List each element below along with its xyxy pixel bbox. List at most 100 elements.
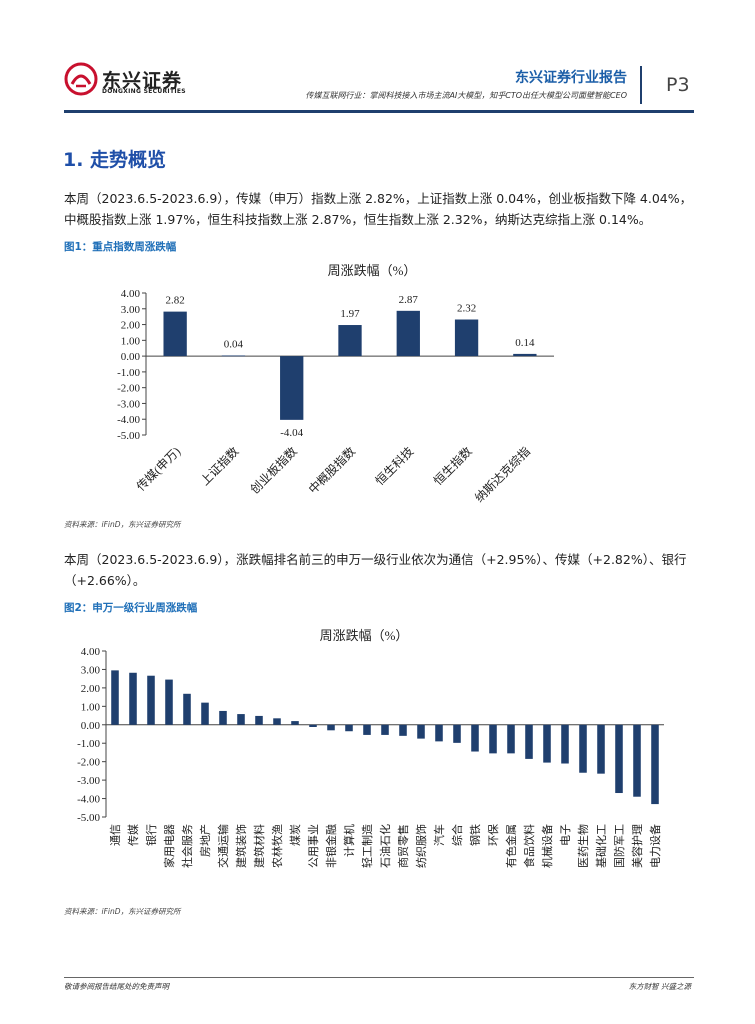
bar: [633, 724, 641, 797]
bar: [165, 679, 173, 725]
x-tick-label: 恒生科技: [373, 444, 417, 488]
bar: [255, 715, 263, 725]
x-tick-label: 非银金融: [324, 824, 338, 868]
paragraph-index-summary: 本周（2023.6.5-2023.6.9），传媒（申万）指数上涨 2.82%，上…: [64, 191, 693, 227]
report-type: 东兴证券行业报告: [515, 70, 627, 86]
chart-title: 周涨跌幅（%）: [328, 263, 417, 278]
x-tick-label: 交通运输: [216, 824, 230, 868]
x-tick-label: 汽车: [432, 824, 446, 846]
bar: [219, 710, 227, 725]
x-tick-label: 基础化工: [594, 824, 608, 868]
data-label: 2.82: [166, 295, 185, 307]
chart2-svg: 周涨跌幅（%） 4.00 3.00 2.00 1.00 0.00 -1.00 -2.00 -3.…: [77, 628, 664, 868]
y-tick-label: 3.00: [81, 664, 101, 676]
x-tick-label: 电子: [559, 824, 572, 846]
bar: [381, 724, 389, 735]
y-tick-label: -5.00: [77, 812, 100, 824]
bar: [507, 724, 515, 754]
footer-slogan: 东方财智 兴盛之源: [628, 982, 691, 991]
x-tick-label: 有色金属: [504, 824, 518, 868]
bar: [327, 724, 335, 731]
chart-title: 周涨跌幅（%）: [320, 628, 409, 643]
y-tick-label: 0.00: [121, 351, 141, 363]
page-number: P3: [666, 74, 690, 96]
bar: [525, 724, 533, 759]
figure2-title: 图2：申万一级行业周涨跌幅: [64, 602, 198, 614]
bar: [129, 672, 137, 725]
company-logo: 东兴证券 DONGXING SECURITIES: [64, 62, 186, 102]
bar: [201, 702, 209, 725]
data-label: 1.97: [340, 308, 360, 320]
bar: [513, 353, 537, 357]
logo-company-cn: 东兴证券: [102, 70, 183, 92]
x-tick-label: 家用电器: [162, 824, 176, 868]
bar: [291, 721, 299, 725]
x-tick-label: 建筑材料: [252, 824, 266, 868]
x-tick-label: 传媒(申万): [133, 444, 183, 494]
x-tick-label: 银行: [144, 824, 158, 846]
y-tick-label: 1.00: [81, 701, 101, 713]
bar: [471, 724, 479, 752]
figure1-title: 图1：重点指数周涨跌幅: [64, 241, 177, 253]
y-tick-label: 4.00: [81, 646, 101, 658]
bar: [543, 724, 551, 763]
bar: [615, 724, 623, 794]
bar: [163, 311, 187, 357]
x-tick-label: 电力设备: [648, 824, 662, 868]
y-tick-label: -1.00: [77, 738, 100, 750]
header-rule: [64, 110, 694, 113]
y-tick-label: -4.00: [77, 794, 100, 806]
data-label: -4.04: [280, 427, 303, 439]
figure2-source: 资料来源：iFinD，东兴证券研究所: [64, 907, 181, 916]
industry-weekly-change-chart: 周涨跌幅（%） 4.00 3.00 2.00 1.00 0.00 -1.00 -2.00 -3.…: [64, 618, 694, 896]
y-tick-label: 0.00: [81, 720, 101, 732]
bar: [396, 310, 420, 357]
x-tick-label: 通信: [109, 824, 122, 846]
x-tick-label: 房地产: [198, 824, 212, 857]
bar: [651, 724, 659, 805]
x-tick-label: 食品饮料: [522, 824, 536, 868]
bar: [597, 724, 605, 774]
x-tick-label: 社会服务: [180, 824, 194, 868]
x-tick-label: 农林牧渔: [270, 824, 284, 868]
y-tick-label: -3.00: [117, 398, 140, 410]
bar: [338, 325, 362, 357]
index-weekly-change-chart: 周涨跌幅（%） 4.00 3.00 2.00 1.00 0.00 -1.00 -2.00 -3.…: [64, 258, 624, 510]
bar: [111, 670, 119, 725]
footer-rule: [64, 977, 694, 978]
bar: [489, 724, 497, 754]
bar: [237, 714, 245, 725]
footer-disclaimer: 敬请参阅报告结尾处的免责声明: [64, 982, 169, 991]
header-divider: [640, 66, 642, 104]
chart1-svg: 周涨跌幅（%） 4.00 3.00 2.00 1.00 0.00 -1.00 -2.00 -3.…: [117, 263, 554, 505]
x-tick-label: 钢铁: [469, 824, 482, 846]
y-tick-label: 3.00: [121, 304, 141, 316]
x-tick-label: 石油石化: [378, 824, 392, 868]
logo-company-en: DONGXING SECURITIES: [102, 88, 186, 95]
x-tick-label: 恒生指数: [430, 444, 475, 489]
x-tick-label: 美容护理: [630, 824, 644, 868]
x-tick-label: 上证指数: [197, 444, 242, 489]
x-tick-label: 机械设备: [540, 824, 554, 868]
dongxing-logo-icon: [64, 62, 98, 96]
y-tick-label: 1.00: [121, 335, 141, 347]
x-tick-label: 传媒: [127, 824, 140, 846]
bar: [399, 724, 407, 736]
figure1-source: 资料来源：iFinD，东兴证券研究所: [64, 520, 181, 529]
y-tick-label: -5.00: [117, 430, 140, 442]
y-tick-label: -1.00: [117, 367, 140, 379]
bar: [221, 355, 246, 357]
bar: [147, 675, 155, 725]
x-tick-label: 医药生物: [576, 824, 590, 868]
x-tick-label: 中概股指数: [305, 444, 358, 497]
bar: [273, 718, 281, 725]
x-tick-label: 公用事业: [307, 824, 320, 868]
x-tick-label: 计算机: [342, 824, 356, 857]
bar: [561, 724, 569, 764]
x-tick-label: 环保: [486, 824, 500, 846]
bar: [280, 356, 304, 420]
data-label: 2.32: [457, 303, 476, 315]
bar: [454, 319, 479, 357]
y-tick-label: -3.00: [77, 775, 100, 787]
x-tick-label: 建筑装饰: [234, 824, 248, 868]
